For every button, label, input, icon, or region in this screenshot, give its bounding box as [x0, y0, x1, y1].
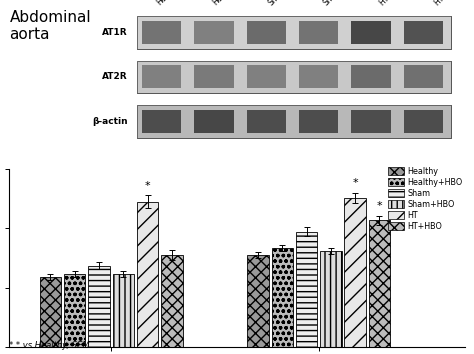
- Bar: [142, 21, 182, 44]
- Bar: [345, 198, 366, 347]
- Text: * * vs Healthy, SEM: * * vs Healthy, SEM: [9, 342, 90, 350]
- Text: AT2R: AT2R: [102, 72, 128, 81]
- Bar: [299, 110, 338, 133]
- Text: AT1R: AT1R: [102, 28, 128, 37]
- Bar: [194, 21, 234, 44]
- Bar: [299, 65, 338, 88]
- Bar: [247, 110, 286, 133]
- Bar: [137, 202, 158, 347]
- Text: β-actin: β-actin: [92, 117, 128, 126]
- Legend: Healthy, Healthy+HBO, Sham, Sham+HBO, HT, HT+HBO: Healthy, Healthy+HBO, Sham, Sham+HBO, HT…: [388, 167, 463, 231]
- Bar: [137, 105, 451, 138]
- Bar: [247, 65, 286, 88]
- Bar: [194, 65, 234, 88]
- Bar: [137, 105, 451, 138]
- Bar: [40, 278, 61, 347]
- Bar: [161, 255, 182, 347]
- Text: HT: HT: [377, 0, 391, 7]
- Bar: [137, 61, 451, 93]
- Text: *: *: [352, 178, 358, 188]
- Bar: [404, 110, 443, 133]
- Bar: [142, 110, 182, 133]
- Bar: [296, 232, 317, 347]
- Text: *: *: [377, 201, 383, 211]
- Bar: [404, 65, 443, 88]
- Bar: [137, 61, 451, 93]
- Bar: [351, 110, 391, 133]
- Text: *: *: [145, 181, 150, 191]
- Bar: [194, 110, 234, 133]
- Bar: [351, 65, 391, 88]
- Bar: [404, 21, 443, 44]
- Bar: [112, 274, 134, 347]
- Text: Sham+HBO: Sham+HBO: [322, 0, 360, 7]
- Bar: [369, 221, 390, 347]
- Text: Sham: Sham: [266, 0, 288, 7]
- Text: Healthy: Healthy: [155, 0, 182, 7]
- Bar: [247, 255, 269, 347]
- Text: HT+HBO: HT+HBO: [433, 0, 463, 7]
- Text: Healthy+HBO: Healthy+HBO: [210, 0, 255, 7]
- Bar: [320, 251, 342, 347]
- Bar: [142, 65, 182, 88]
- Bar: [137, 105, 451, 138]
- Bar: [64, 274, 85, 347]
- Bar: [247, 21, 286, 44]
- Bar: [137, 16, 451, 48]
- Bar: [351, 21, 391, 44]
- Bar: [272, 248, 293, 347]
- Bar: [137, 61, 451, 93]
- Bar: [88, 266, 109, 347]
- Text: Abdominal
aorta: Abdominal aorta: [9, 10, 91, 42]
- Bar: [137, 16, 451, 48]
- Bar: [299, 21, 338, 44]
- Bar: [137, 16, 451, 48]
